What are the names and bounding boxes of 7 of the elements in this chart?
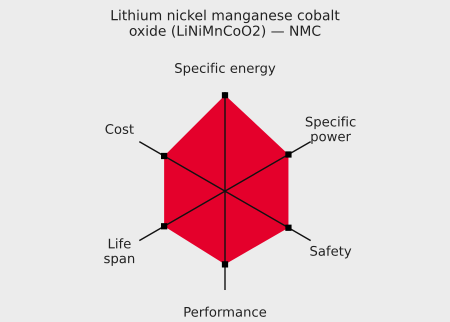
spoke-label: Specific power [306, 116, 356, 144]
spoke-label: Life span [104, 238, 134, 266]
spoke-label: Cost [105, 124, 134, 134]
chart-title: Lithium nickel manganese cobalt oxide (LiNiMnCoO2) — NMC [112, 10, 340, 38]
spoke-label: Safety [310, 246, 352, 258]
spoke-label: Specific energy [175, 62, 276, 76]
spoke-label: Performance [184, 306, 266, 317]
